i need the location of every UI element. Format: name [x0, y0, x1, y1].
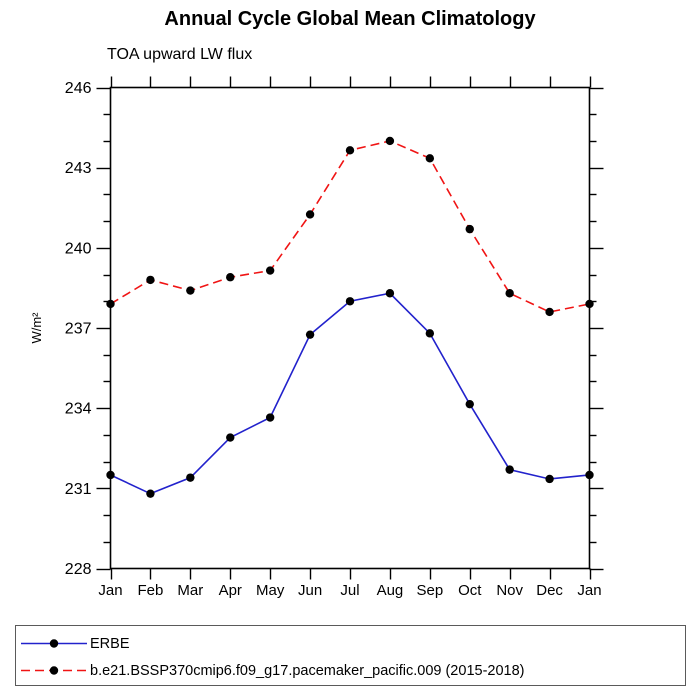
data-point-marker	[465, 399, 474, 409]
data-point-marker	[186, 286, 195, 295]
y-tick-label: 240	[65, 240, 92, 257]
data-point-marker	[505, 289, 514, 298]
chart-subtitle: TOA upward LW flux	[107, 46, 253, 63]
data-point-marker	[146, 489, 155, 498]
y-tick-label: 234	[65, 401, 92, 418]
x-tick-label: Oct	[458, 582, 482, 599]
legend-line-sample-erbe	[21, 639, 87, 648]
series-line-1	[110, 140, 590, 313]
data-point-marker	[465, 224, 474, 234]
data-point-marker	[265, 413, 275, 422]
x-tick-label: Jun	[298, 582, 322, 599]
data-point-marker	[226, 273, 235, 282]
data-point-marker	[505, 465, 514, 474]
x-tick-label: Nov	[496, 582, 523, 599]
legend-item-model: b.e21.BSSP370cmip6.f09_g17.pacemaker_pac…	[16, 657, 685, 684]
series-markers-0	[106, 289, 594, 498]
series-line-0	[110, 292, 590, 495]
y-tick-label: 237	[65, 321, 92, 338]
x-tick-label: Dec	[536, 582, 563, 599]
legend-label-model: b.e21.BSSP370cmip6.f09_g17.pacemaker_pac…	[90, 662, 525, 679]
data-point-marker	[106, 299, 115, 309]
data-point-marker	[545, 307, 554, 317]
data-point-marker	[226, 433, 235, 442]
x-tick-label: Jan	[577, 582, 601, 599]
x-axis-tick-labels: Jan Feb Mar Apr May Jun Jul Aug Sep Oct Nov Dec Jan	[98, 582, 601, 599]
x-tick-label: Jan	[98, 582, 122, 599]
data-point-marker	[146, 275, 155, 285]
y-axis-ticks	[96, 87, 604, 571]
x-tick-label: Apr	[219, 582, 242, 599]
legend-marker-dot	[49, 666, 59, 675]
y-axis-tick-labels: 228 231 234 237 240 243 246	[65, 80, 92, 578]
data-point-marker	[305, 210, 315, 219]
data-point-marker	[425, 329, 435, 338]
data-point-marker	[265, 266, 275, 275]
data-point-marker	[425, 154, 435, 163]
y-tick-label: 246	[65, 80, 92, 97]
series-markers-1	[106, 136, 594, 317]
chart-title: Annual Cycle Global Mean Climatology	[164, 8, 536, 30]
y-tick-label: 243	[65, 160, 92, 177]
plot-area: Jan Feb Mar Apr May Jun Jul Aug Sep Oct Nov Dec Jan 2…	[65, 76, 604, 599]
data-point-marker	[385, 289, 395, 298]
data-point-marker	[345, 297, 355, 306]
data-point-marker	[385, 136, 395, 146]
data-point-marker	[545, 474, 554, 484]
legend: ERBE b.e21.BSSP370cmip6.f09_g17.pacemake…	[15, 625, 686, 686]
x-tick-label: Mar	[177, 582, 203, 599]
y-tick-label: 231	[65, 481, 92, 498]
plot-border	[109, 86, 591, 570]
x-axis-ticks	[110, 76, 592, 580]
data-point-marker	[106, 470, 115, 480]
legend-marker-dot	[49, 639, 59, 648]
data-point-marker	[585, 299, 594, 309]
x-tick-label: Sep	[416, 582, 443, 599]
data-point-marker	[305, 330, 315, 339]
x-tick-label: May	[256, 582, 285, 599]
legend-item-erbe: ERBE	[16, 630, 685, 657]
y-tick-label: 228	[65, 561, 92, 578]
data-point-marker	[345, 146, 355, 155]
data-point-marker	[585, 470, 594, 480]
x-tick-label: Aug	[377, 582, 404, 599]
x-tick-label: Feb	[137, 582, 163, 599]
legend-label-erbe: ERBE	[90, 635, 130, 652]
legend-line-sample-model	[21, 666, 87, 675]
x-tick-label: Jul	[340, 582, 359, 599]
data-point-marker	[186, 473, 195, 482]
